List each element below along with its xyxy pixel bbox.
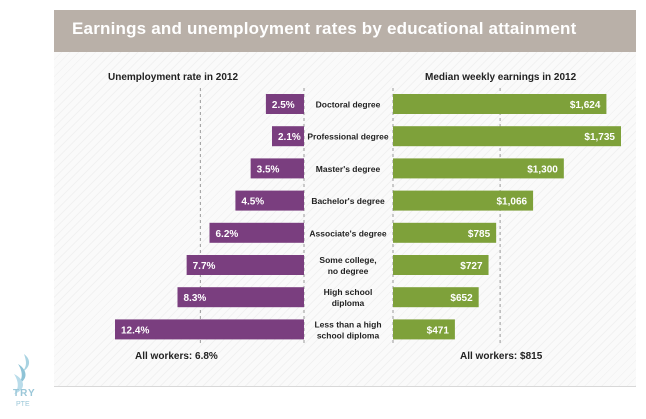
unemployment-bar (115, 319, 304, 340)
unemployment-bar (235, 190, 304, 211)
category-label: Some college, (319, 255, 376, 265)
try-pte-logo (14, 354, 30, 394)
earnings-bar (393, 287, 479, 308)
earnings-value-label: $652 (450, 293, 473, 304)
category-label: High school (324, 287, 373, 297)
earnings-value-label: $471 (427, 325, 450, 336)
unemployment-value-label: 8.3% (183, 293, 206, 304)
logo-subtext: PTE (16, 401, 30, 408)
unemployment-value-label: 6.2% (216, 229, 239, 240)
earnings-value-label: $785 (468, 229, 491, 240)
category-label: diploma (332, 298, 365, 308)
unemployment-value-label: 2.5% (272, 100, 295, 111)
earnings-value-label: $1,300 (527, 164, 558, 175)
category-label: Associate's degree (309, 228, 386, 238)
bottom-rule (54, 386, 636, 387)
chart-title: Earnings and unemployment rates by educa… (72, 19, 577, 38)
unemployment-all-workers-label: All workers: 6.8% (135, 351, 218, 362)
unemployment-value-label: 2.1% (278, 132, 301, 143)
earnings-bar (393, 158, 564, 179)
earnings-value-label: $727 (460, 261, 483, 272)
category-label: Master's degree (316, 164, 381, 174)
earnings-bar (393, 190, 534, 211)
earnings-bar (393, 126, 621, 147)
category-label: Less than a high (314, 319, 381, 329)
earnings-value-label: $1,735 (584, 132, 615, 143)
earnings-bar (393, 94, 607, 114)
unemployment-value-label: 4.5% (241, 197, 264, 208)
category-label: school diploma (317, 330, 380, 340)
category-label: Professional degree (307, 132, 389, 142)
earnings-value-label: $1,624 (570, 100, 601, 111)
category-label: Doctoral degree (316, 100, 381, 110)
earnings-bar (393, 255, 489, 275)
unemployment-bar (186, 255, 304, 275)
unemployment-bar (271, 126, 304, 147)
category-label: no degree (328, 266, 369, 276)
unemployment-bar (250, 158, 304, 179)
category-label: Bachelor's degree (311, 196, 385, 206)
title-bar (54, 10, 636, 52)
earnings-all-workers-label: All workers: $815 (460, 351, 543, 362)
earnings-bar (393, 222, 497, 243)
earnings-value-label: $1,066 (496, 197, 527, 208)
unemployment-bar (265, 94, 304, 114)
earnings-section-title: Median weekly earnings in 2012 (425, 72, 577, 83)
unemployment-value-label: 3.5% (257, 164, 280, 175)
unemployment-value-label: 12.4% (121, 325, 149, 336)
unemployment-bar (209, 222, 304, 243)
earnings-bar (393, 319, 455, 340)
unemployment-section-title: Unemployment rate in 2012 (108, 72, 239, 83)
unemployment-value-label: 7.7% (193, 261, 216, 272)
logo-text: TRY (13, 388, 36, 399)
unemployment-bar (177, 287, 304, 308)
